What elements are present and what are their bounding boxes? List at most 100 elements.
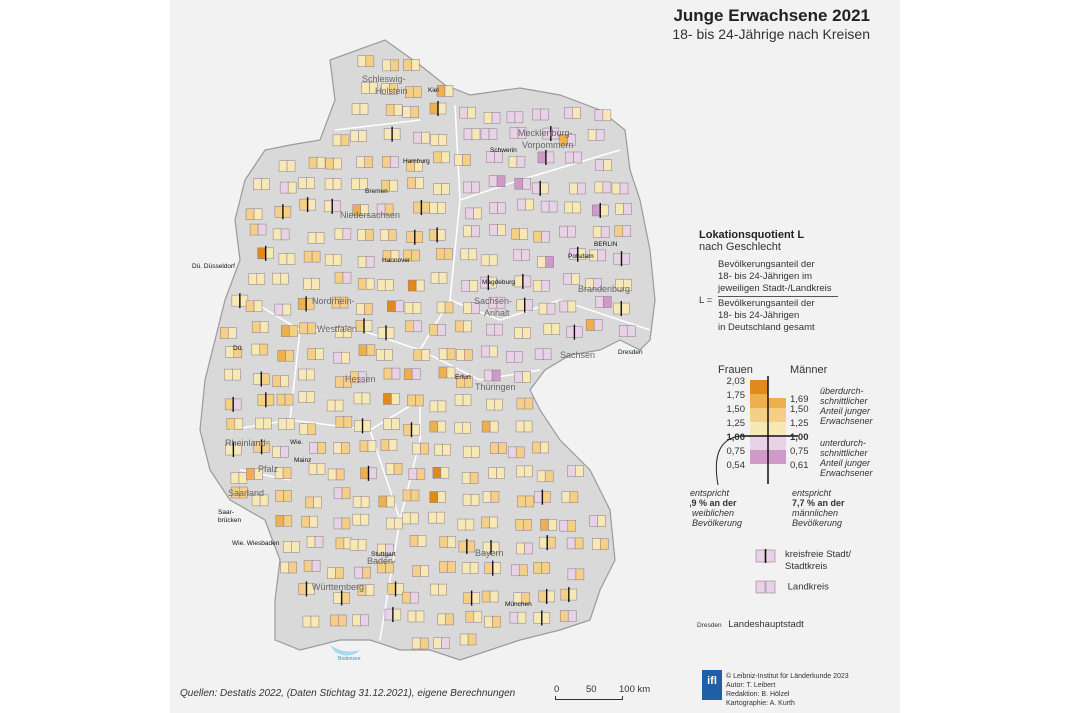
- district-symbol: [595, 296, 612, 308]
- state-label: Mecklenburg-: [518, 128, 573, 138]
- district-symbol: [298, 177, 315, 189]
- women-tick: 1,00: [727, 432, 746, 443]
- district-symbol: [613, 251, 630, 267]
- district-symbol: [538, 535, 556, 551]
- city-label: BERLIN: [594, 241, 618, 248]
- district-symbol: [298, 368, 315, 381]
- city-label: Kiel: [428, 87, 439, 94]
- district-symbol: [516, 465, 533, 478]
- district-symbol: [333, 442, 350, 454]
- district-symbol: [540, 518, 557, 531]
- state-label: Sachsen-: [474, 296, 512, 306]
- district-symbol: [333, 517, 351, 530]
- district-symbol: [255, 417, 272, 430]
- district-symbol: [298, 581, 315, 597]
- district-symbol: [532, 441, 549, 454]
- scale-tick: 100 km: [619, 684, 651, 695]
- district-symbol: [361, 81, 378, 94]
- district-symbol: [532, 108, 549, 121]
- legend-landkreis: Landkreis: [755, 580, 829, 594]
- state-label: Holstein: [375, 86, 408, 96]
- district-symbol: [376, 203, 394, 216]
- district-symbol: [330, 614, 347, 627]
- city-label: Dü.: [233, 345, 243, 352]
- district-symbol: [251, 494, 269, 507]
- women-note: weiblichen: [692, 508, 734, 518]
- district-symbol: [333, 351, 350, 364]
- district-symbol: [589, 515, 606, 527]
- denominator-line: Bevölkerungsanteil der: [718, 298, 815, 309]
- district-symbol: [275, 490, 292, 502]
- district-symbol: [301, 515, 318, 528]
- district-symbol: [406, 159, 423, 172]
- district-symbol: [559, 225, 576, 238]
- district-symbol: [454, 421, 471, 434]
- state-label: Schleswig-: [362, 74, 406, 84]
- scale-tick: 0: [554, 684, 560, 695]
- district-symbol: [377, 325, 395, 341]
- district-symbol: [455, 320, 472, 333]
- district-symbol: [506, 351, 523, 363]
- district-symbol: [402, 489, 420, 502]
- district-symbol: [490, 442, 507, 454]
- district-symbol: [307, 232, 325, 244]
- district-symbol: [566, 537, 584, 550]
- district-symbol: [460, 248, 478, 261]
- district-symbol: [303, 278, 320, 290]
- district-symbol: [377, 561, 394, 574]
- credit-line: Redaktion: B. Hölzel: [726, 691, 790, 698]
- city-label: Erfurt: [455, 374, 471, 381]
- district-symbol: [349, 539, 367, 551]
- district-symbol: [561, 491, 579, 503]
- city-label: Hannover: [382, 257, 411, 264]
- district-symbol: [489, 224, 506, 236]
- district-symbol: [306, 536, 324, 548]
- district-symbol: [559, 134, 576, 146]
- city-label: Stuttgart: [371, 551, 396, 558]
- district-symbol: [481, 420, 499, 433]
- district-symbol: [334, 271, 352, 284]
- men-tick: 1,50: [790, 404, 809, 415]
- district-symbol: [297, 296, 315, 312]
- germany-map: Schleswig- Holstein Mecklenburg- Vorpomm…: [192, 39, 656, 662]
- district-symbol: [327, 468, 345, 481]
- state-label: Sachsen: [560, 350, 595, 360]
- landkreis-symbol-icon: [755, 580, 776, 594]
- state-label: Vorpommern: [522, 140, 574, 150]
- district-symbol: [403, 368, 421, 380]
- district-symbol: [383, 418, 400, 430]
- district-symbol: [308, 156, 326, 169]
- district-symbol: [516, 542, 533, 555]
- district-symbol: [506, 111, 524, 124]
- district-symbol: [272, 375, 289, 388]
- district-symbol: [429, 400, 447, 413]
- district-symbol: [611, 182, 629, 195]
- city-label: Dresden: [618, 349, 643, 356]
- district-symbol: [253, 178, 270, 190]
- district-symbol: [559, 610, 577, 622]
- district-symbol: [226, 418, 244, 430]
- district-symbol: [533, 610, 551, 626]
- district-symbol: [281, 325, 298, 337]
- city-label: Schwerin: [490, 147, 517, 154]
- above-text: schnittlicher: [820, 396, 869, 406]
- district-symbol: [357, 55, 375, 68]
- district-symbol: [407, 610, 425, 623]
- city-label: Wie. Wiesbaden: [232, 540, 280, 547]
- district-symbol: [429, 202, 446, 214]
- district-symbol: [439, 561, 456, 573]
- district-symbol: [463, 225, 480, 238]
- district-symbol: [387, 581, 404, 597]
- district-symbol: [510, 564, 528, 577]
- district-symbol: [249, 223, 267, 236]
- district-symbol: [515, 420, 533, 433]
- district-symbol: [412, 565, 429, 577]
- lake-label: Bodensee: [338, 656, 361, 662]
- district-symbol: [592, 226, 610, 238]
- district-symbol: [350, 371, 367, 384]
- district-symbol: [352, 496, 370, 508]
- district-symbol: [224, 368, 241, 381]
- district-symbol: [563, 273, 580, 285]
- district-symbol: [353, 392, 371, 405]
- women-note: entspricht: [690, 488, 730, 498]
